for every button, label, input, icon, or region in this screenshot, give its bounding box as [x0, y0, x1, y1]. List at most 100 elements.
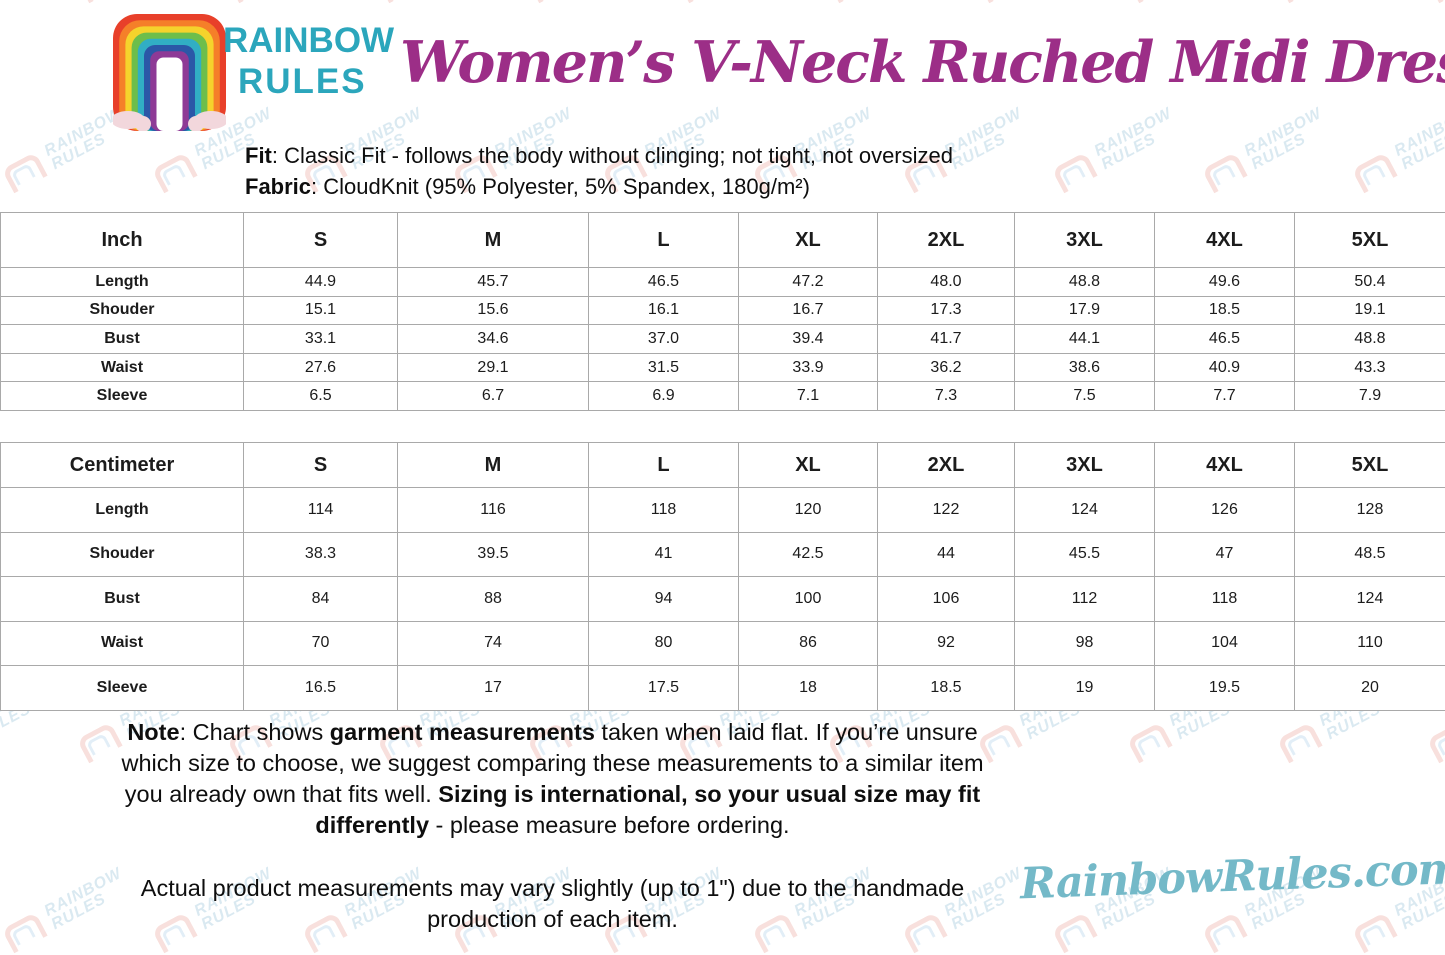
- measurement-cell: 43.3: [1295, 353, 1445, 382]
- measurement-cell: 15.6: [398, 296, 589, 325]
- measurement-cell: 38.3: [244, 532, 398, 577]
- measurement-cell: 16.1: [589, 296, 739, 325]
- size-column-header: 5XL: [1295, 213, 1445, 268]
- measurement-cell: 84: [244, 577, 398, 622]
- watermark-text: RAINBOW RULES: [1392, 106, 1445, 173]
- unit-header: Centimeter: [1, 443, 244, 488]
- measurement-cell: 50.4: [1295, 268, 1445, 297]
- measurement-cell: 18: [739, 666, 878, 711]
- size-column-header: 4XL: [1155, 443, 1295, 488]
- size-column-header: XL: [739, 443, 878, 488]
- measurement-cell: 112: [1015, 577, 1155, 622]
- measurement-cell: 128: [1295, 488, 1445, 533]
- sizing-note: Note: Chart shows garment measurements t…: [100, 717, 1005, 841]
- measurement-cell: 17.5: [589, 666, 739, 711]
- watermark-text: RAINBOW RULES: [1242, 106, 1332, 173]
- measurement-cell: 18.5: [878, 666, 1015, 711]
- measurement-row-label: Waist: [1, 621, 244, 666]
- measurement-cell: 106: [878, 577, 1015, 622]
- measurement-cell: 118: [589, 488, 739, 533]
- size-column-header: S: [244, 443, 398, 488]
- watermark-rainbow-icon: [1201, 151, 1247, 193]
- measurement-cell: 92: [878, 621, 1015, 666]
- watermark-rainbow-icon: [1276, 721, 1322, 763]
- size-column-header: L: [589, 443, 739, 488]
- measurement-cell: 70: [244, 621, 398, 666]
- website-script-logo: RainbowRules.com: [1019, 845, 1440, 910]
- fabric-line: Fabric: CloudKnit (95% Polyester, 5% Spa…: [245, 171, 953, 202]
- measurement-cell: 39.4: [739, 325, 878, 354]
- size-column-header: L: [589, 213, 739, 268]
- measurement-cell: 42.5: [739, 532, 878, 577]
- unit-header: Inch: [1, 213, 244, 268]
- measurement-cell: 18.5: [1155, 296, 1295, 325]
- brand-wordmark-line2: RULES: [223, 61, 394, 102]
- measurement-cell: 118: [1155, 577, 1295, 622]
- size-column-header: 3XL: [1015, 443, 1155, 488]
- measurement-row-label: Length: [1, 488, 244, 533]
- measurement-row-label: Sleeve: [1, 666, 244, 711]
- size-column-header: 3XL: [1015, 213, 1155, 268]
- measurement-cell: 126: [1155, 488, 1295, 533]
- watermark-rainbow-icon: [1276, 0, 1322, 3]
- measurement-cell: 86: [739, 621, 878, 666]
- watermark-rainbow-icon: [1201, 911, 1247, 953]
- measurement-cell: 7.1: [739, 382, 878, 411]
- measurement-cell: 6.9: [589, 382, 739, 411]
- measurement-cell: 94: [589, 577, 739, 622]
- measurement-cell: 110: [1295, 621, 1445, 666]
- measurement-cell: 48.5: [1295, 532, 1445, 577]
- measurement-cell: 17: [398, 666, 589, 711]
- measurement-cell: 45.7: [398, 268, 589, 297]
- measurement-disclaimer: Actual product measurements may vary sli…: [100, 873, 1005, 935]
- measurement-cell: 19.1: [1295, 296, 1445, 325]
- measurement-cell: 44: [878, 532, 1015, 577]
- measurement-row-label: Waist: [1, 353, 244, 382]
- watermark-rainbow-icon: [1, 151, 47, 193]
- watermark-rainbow-icon: [526, 0, 572, 3]
- measurement-cell: 36.2: [878, 353, 1015, 382]
- watermark-item: RAINBOW RULES: [676, 0, 807, 5]
- watermark-item: RAINBOW RULES: [1426, 0, 1445, 5]
- watermark-rainbow-icon: [151, 151, 197, 193]
- measurement-cell: 45.5: [1015, 532, 1155, 577]
- watermark-rainbow-icon: [1051, 911, 1097, 953]
- measurement-cell: 20: [1295, 666, 1445, 711]
- measurement-cell: 37.0: [589, 325, 739, 354]
- measurement-cell: 38.6: [1015, 353, 1155, 382]
- product-description: Fit: Classic Fit - follows the body with…: [245, 140, 953, 202]
- measurement-cell: 40.9: [1155, 353, 1295, 382]
- measurement-cell: 47.2: [739, 268, 878, 297]
- fit-line: Fit: Classic Fit - follows the body with…: [245, 140, 953, 171]
- watermark-rainbow-icon: [1051, 151, 1097, 193]
- watermark-item: RAINBOW RULES: [1126, 0, 1257, 5]
- measurement-cell: 33.9: [739, 353, 878, 382]
- measurement-cell: 48.8: [1295, 325, 1445, 354]
- measurement-cell: 48.8: [1015, 268, 1155, 297]
- measurement-cell: 124: [1295, 577, 1445, 622]
- watermark-item: RAINBOW RULES: [1351, 106, 1445, 195]
- measurement-cell: 104: [1155, 621, 1295, 666]
- size-column-header: 2XL: [878, 443, 1015, 488]
- measurement-cell: 98: [1015, 621, 1155, 666]
- watermark-item: RAINBOW RULES: [1, 106, 132, 195]
- measurement-cell: 120: [739, 488, 878, 533]
- measurement-cell: 33.1: [244, 325, 398, 354]
- measurement-cell: 124: [1015, 488, 1155, 533]
- measurement-cell: 19: [1015, 666, 1155, 711]
- watermark-text: RAINBOW RULES: [1092, 106, 1182, 173]
- measurement-cell: 17.9: [1015, 296, 1155, 325]
- watermark-item: RAINBOW RULES: [76, 0, 207, 5]
- brand-wordmark-line1: RAINBOW: [223, 20, 394, 61]
- size-column-header: 5XL: [1295, 443, 1445, 488]
- watermark-item: RAINBOW RULES: [1051, 106, 1182, 195]
- measurement-cell: 7.3: [878, 382, 1015, 411]
